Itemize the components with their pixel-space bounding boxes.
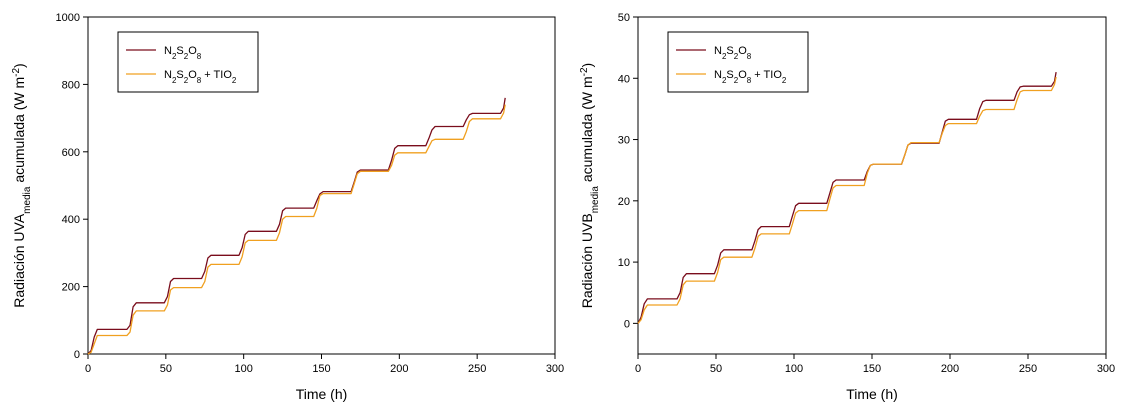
x-tick-label: 300 (546, 363, 564, 375)
x-axis-label: Time (h) (846, 386, 898, 402)
series-line-2 (87, 104, 506, 355)
y-tick-label: 40 (618, 73, 630, 85)
x-tick-label: 100 (785, 363, 803, 375)
x-tick-label: 300 (1097, 363, 1115, 375)
legend-label-2: N2S2O8 + TIO2 (164, 69, 237, 85)
y-tick-label: 400 (62, 214, 80, 226)
x-tick-label: 200 (941, 363, 959, 375)
legend: N2S2O8 N2S2O8 + TIO2 (667, 31, 809, 93)
y-tick-label: 0 (624, 318, 630, 330)
legend-box (117, 31, 259, 93)
y-tick-label: 800 (62, 79, 80, 91)
y-tick-label: 1000 (56, 12, 80, 24)
legend-label-1: N2S2O8 (714, 45, 752, 61)
legend-box (667, 31, 809, 93)
y-axis-label: Radiación UVAmedia acumulada (W m-2) (11, 63, 33, 307)
y-tick-label: 10 (618, 257, 630, 269)
x-axis-label: Time (h) (296, 386, 348, 402)
x-tick-label: 250 (1019, 363, 1037, 375)
x-tick-label: 0 (635, 363, 641, 375)
legend-label-1: N2S2O8 (164, 45, 202, 61)
y-axis-label: Radiación UVBmedia acumulada (W m-2) (579, 63, 601, 308)
x-tick-label: 200 (390, 363, 408, 375)
x-tick-label: 250 (468, 363, 486, 375)
y-tick-label: 50 (618, 12, 630, 24)
y-tick-label: 20 (618, 196, 630, 208)
x-tick-label: 0 (85, 363, 91, 375)
x-tick-label: 100 (234, 363, 252, 375)
x-tick-label: 50 (710, 363, 722, 375)
chart-2: 0 50 100 150 200 250 300 0 10 20 30 40 50 Time (h) Rad… (579, 12, 1116, 402)
legend-label-2: N2S2O8 + TIO2 (714, 69, 787, 85)
y-tick-label: 600 (62, 147, 80, 159)
chart-1: 0 50 100 150 200 250 300 0 200 400 600 800 1000 Time … (11, 12, 565, 402)
y-tick-label: 30 (618, 135, 630, 147)
x-tick-label: 50 (160, 363, 172, 375)
y-tick-label: 200 (62, 282, 80, 294)
x-tick-label: 150 (312, 363, 330, 375)
series-line-1 (637, 71, 1057, 324)
y-tick-label: 0 (74, 349, 80, 361)
legend: N2S2O8 N2S2O8 + TIO2 (117, 31, 259, 93)
series-line-2 (637, 76, 1057, 324)
series-line-1 (87, 97, 506, 355)
x-tick-label: 150 (863, 363, 881, 375)
